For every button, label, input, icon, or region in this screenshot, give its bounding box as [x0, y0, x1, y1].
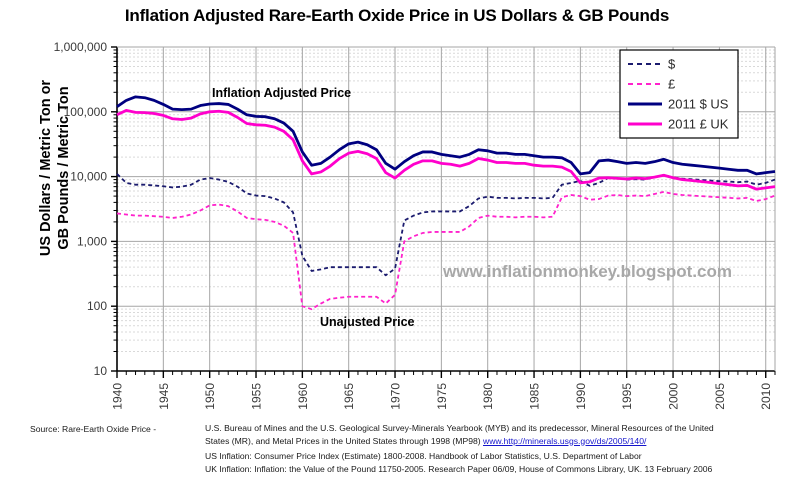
x-axis-tick-label: 1945: [157, 383, 171, 410]
annotation-unadjusted: Unajusted Price: [320, 315, 415, 329]
series-line-2011-us: [116, 95, 776, 176]
x-axis-tick-label: 1975: [435, 383, 449, 410]
legend-label-3: 2011 £ UK: [668, 117, 729, 132]
rare-earth-price-chart: 10 100 1,000 10,000 100,000 1,000,000 1940 1945…: [54, 40, 776, 410]
footnote-line-1: U.S. Bureau of Mines and the U.S. Geolog…: [205, 423, 714, 433]
x-axis-tick-label: 2000: [667, 383, 681, 410]
legend-label-2: 2011 $ US: [668, 97, 729, 112]
x-axis-tick-label: 2010: [759, 383, 773, 410]
watermark-text: www.inflationmonkey.blogspot.com: [442, 262, 732, 281]
y-axis-tick-label: 100: [87, 299, 107, 313]
x-axis-tick-label: 1955: [250, 383, 264, 410]
source-label: Source: Rare-Earth Oxide Price -: [30, 424, 157, 434]
footnote-line-2: States (MR), and Metal Prices in the Uni…: [205, 435, 785, 448]
x-axis-tick-label: 1985: [528, 383, 542, 410]
x-axis-tick-label: 1980: [481, 383, 495, 410]
x-axis-tick-label: 1970: [389, 383, 403, 410]
x-axis-tick-label: 1940: [111, 383, 125, 410]
x-axis-tick-label: 2005: [713, 383, 727, 410]
x-axis-tick-label: 1950: [203, 383, 217, 410]
chart-footnotes: Source: Rare-Earth Oxide Price - U.S. Bu…: [0, 418, 794, 487]
page-title: Inflation Adjusted Rare-Earth Oxide Pric…: [124, 6, 670, 25]
x-axis-tick-label: 1995: [620, 383, 634, 410]
y-axis-tick-label: 10,000: [70, 170, 107, 184]
x-axis-tick-label: 1960: [296, 383, 310, 410]
y-axis-tick-label: 10: [94, 364, 108, 378]
y-axis-tick-label: 1,000: [77, 234, 107, 248]
y-axis-tick-label: 100,000: [64, 105, 108, 119]
x-axis-tick-label: 1965: [342, 383, 356, 410]
series-line-: [116, 191, 776, 311]
annotation-inflation-adjusted: Inflation Adjusted Price: [212, 86, 351, 100]
footnote-line-3: US Inflation: Consumer Price Index (Esti…: [205, 451, 642, 462]
footnote-line-4: UK Inflation: Inflation: the Value of th…: [205, 463, 713, 474]
y-axis-tick-label: 1,000,000: [54, 40, 108, 54]
series-line-: [116, 173, 776, 277]
footnote-body: U.S. Bureau of Mines and the U.S. Geolog…: [205, 422, 785, 475]
usgs-source-link[interactable]: www.http://minerals.usgs.gov/ds/2005/140…: [483, 435, 647, 446]
legend-label-0: $: [668, 57, 676, 72]
chart-plot-area: 10 100 1,000 10,000 100,000 1,000,000 1940 1945…: [54, 40, 776, 410]
x-axis-tick-label: 1990: [574, 383, 588, 410]
legend-label-1: £: [668, 77, 676, 92]
series-line-2011-uk: [116, 109, 776, 191]
footnote-line-2-text: States (MR), and Metal Prices in the Uni…: [205, 435, 483, 446]
